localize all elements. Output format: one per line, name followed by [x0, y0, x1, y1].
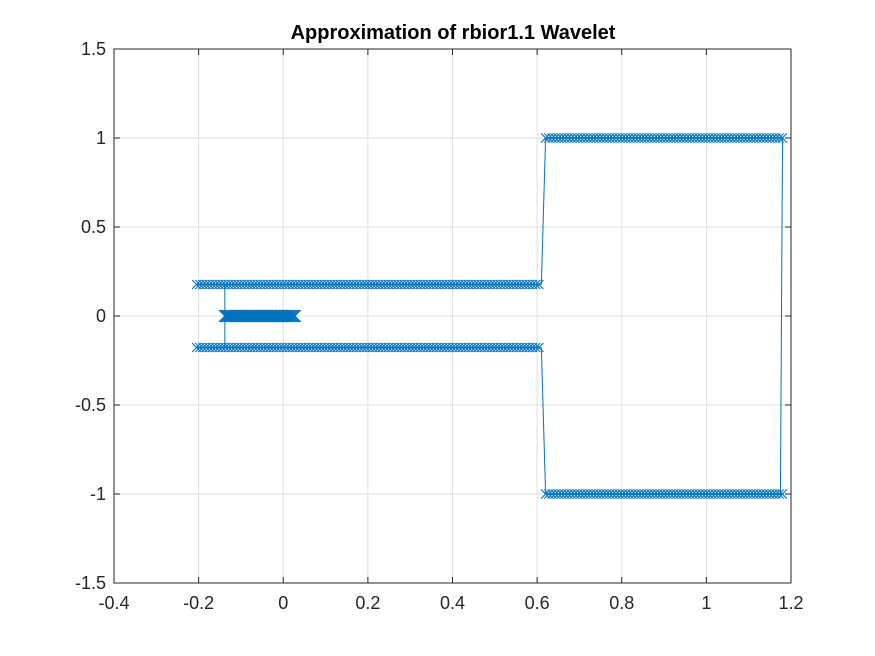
data-point-marker [774, 133, 785, 143]
data-point-marker [285, 309, 299, 323]
x-tick-labels: -0.4 -0.2 0 0.2 0.4 0.6 0.8 1 1.2 [98, 593, 803, 613]
series-marker-group [191, 342, 544, 353]
grid [113, 48, 792, 584]
data-point-marker [282, 309, 296, 323]
series-marker-group [191, 279, 544, 290]
data-point-marker [774, 489, 785, 499]
x-tick-label: 0.2 [355, 593, 380, 613]
y-tick-label: 0 [96, 306, 106, 326]
data-point-marker [530, 279, 541, 290]
ticks [113, 48, 792, 584]
y-tick-label: 1 [96, 128, 106, 148]
x-tick-label: 1.2 [778, 593, 803, 613]
x-tick-label: -0.4 [98, 593, 129, 613]
data-point-marker [287, 309, 300, 323]
y-tick-label: -1 [90, 484, 106, 504]
data-point-marker [281, 309, 295, 323]
data-point-marker [534, 342, 544, 353]
y-tick-label: 1.5 [81, 39, 106, 59]
series-approximation [191, 133, 788, 499]
series-marker-group [540, 489, 788, 499]
x-tick-label: -0.2 [183, 593, 214, 613]
series-marker-group [540, 133, 788, 143]
y-tick-labels: -1.5 -1 -0.5 0 0.5 1 1.5 [75, 39, 106, 593]
x-tick-label: 1 [701, 593, 711, 613]
y-tick-label: 0.5 [81, 217, 106, 237]
x-tick-label: 0.4 [440, 593, 465, 613]
y-tick-label: -1.5 [75, 573, 106, 593]
x-tick-label: 0.6 [525, 593, 550, 613]
chart-title: Approximation of rbior1.1 Wavelet [291, 22, 616, 44]
x-tick-label: 0 [278, 593, 288, 613]
data-point-marker [284, 309, 298, 323]
x-tick-label: 0.8 [609, 593, 634, 613]
series-connector [540, 347, 547, 495]
series-connector [779, 137, 784, 495]
data-point-marker [777, 133, 788, 143]
y-tick-label: -0.5 [75, 395, 106, 415]
data-point-marker [530, 342, 541, 353]
data-point-marker [288, 309, 302, 323]
series-marker-group [218, 309, 302, 323]
series-connector [540, 137, 547, 285]
data-point-marker [534, 279, 544, 290]
data-point-marker [777, 489, 788, 499]
